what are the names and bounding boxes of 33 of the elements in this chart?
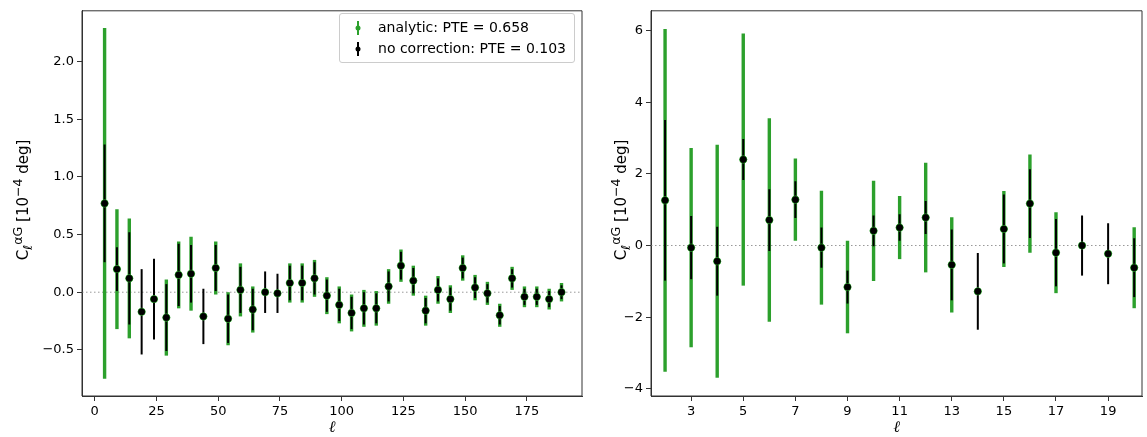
x-tick-label: 9 — [843, 403, 852, 419]
x-tick-label: 50 — [209, 403, 227, 419]
y-tick-label: 2 — [634, 165, 643, 181]
x-tick-label: 100 — [329, 403, 355, 419]
x-tick-label: 19 — [1099, 403, 1117, 419]
x-tick-label: 0 — [90, 403, 99, 419]
y-tick-label: 0.0 — [53, 283, 74, 299]
y-tick-label: 0.5 — [53, 225, 74, 241]
legend-label: no correction: PTE = 0.103 — [378, 39, 566, 58]
x-tick-label: 15 — [995, 403, 1013, 419]
x-tick-label: 3 — [686, 403, 696, 419]
y-tick-label: 4 — [634, 93, 643, 109]
y-tick-label: 1.0 — [53, 168, 74, 184]
y-tick-label: −2 — [623, 308, 643, 324]
x-tick-label: 25 — [148, 403, 165, 419]
x-tick-label: 7 — [791, 403, 800, 419]
x-tick-label: 11 — [891, 403, 908, 419]
y-tick-label: 1.5 — [53, 110, 74, 126]
y-tick-label: 0 — [634, 236, 643, 252]
y-tick-label: 6 — [634, 21, 643, 37]
x-tick-label: 75 — [271, 403, 289, 419]
x-tick-label: 150 — [452, 403, 478, 419]
y-tick-label: −0.5 — [42, 341, 74, 357]
x-tick-label: 17 — [1047, 403, 1065, 419]
y-tick-label: −4 — [623, 380, 643, 396]
x-axis-title: ℓ — [893, 416, 901, 436]
x-tick-label: 13 — [943, 403, 961, 419]
x-tick-label: 175 — [514, 403, 540, 419]
y-tick-label: 2.0 — [53, 52, 74, 68]
legend-label: analytic: PTE = 0.658 — [378, 18, 530, 37]
x-tick-label: 125 — [391, 403, 416, 419]
x-tick-label: 5 — [739, 403, 748, 419]
x-axis-title: ℓ — [328, 416, 336, 436]
